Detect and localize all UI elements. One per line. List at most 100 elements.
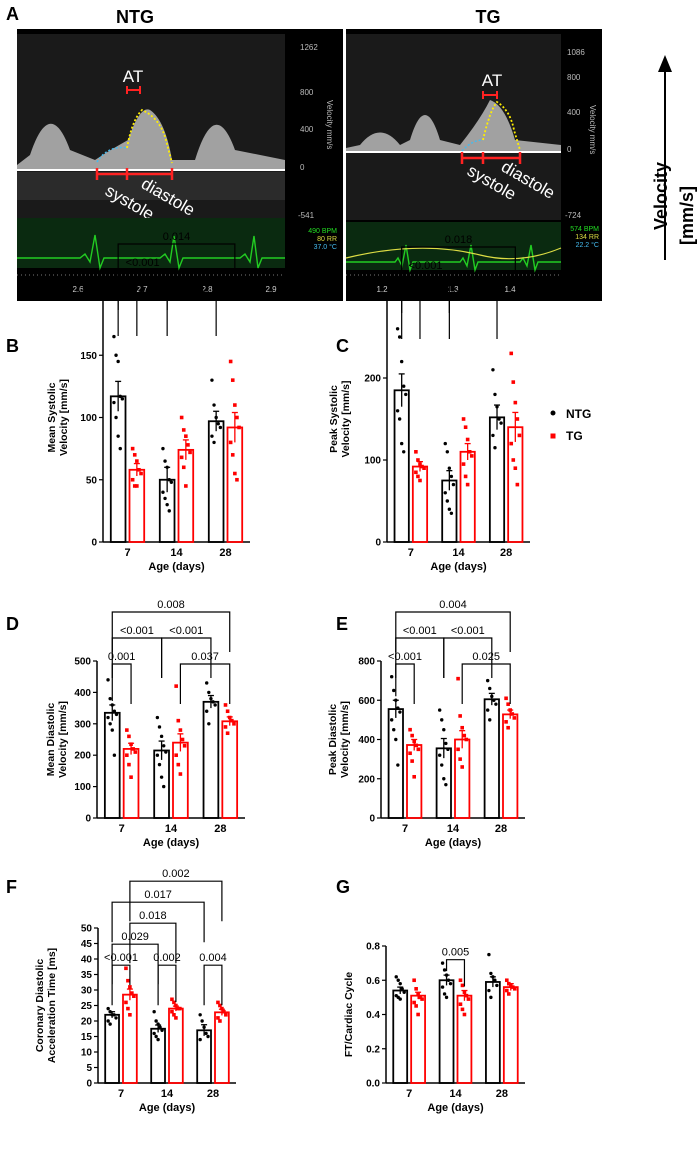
p-value-label: 0.001: [178, 283, 206, 295]
data-point-ntg: [211, 700, 215, 704]
significance-bracket: [203, 964, 223, 1006]
velocity-side-label-line2: [mm/s]: [677, 186, 697, 245]
data-point-ntg: [214, 415, 218, 420]
data-point-ntg: [207, 690, 211, 695]
data-point-tg: [464, 993, 469, 998]
data-point-ntg: [389, 675, 394, 679]
data-point-tg: [414, 1004, 418, 1008]
data-point-tg: [128, 985, 132, 989]
data-point-tg: [458, 978, 463, 983]
data-point-ntg: [443, 491, 447, 495]
data-point-tg: [416, 747, 421, 752]
x-axis-label: Age (days): [139, 1102, 196, 1114]
data-point-tg: [178, 728, 183, 732]
tg-time-ticks: 1.2 1.3 1.4: [376, 285, 516, 294]
ntg-below-baseline: [17, 172, 285, 200]
data-point-ntg: [114, 1016, 118, 1020]
y-tick-label: 40: [81, 955, 93, 966]
bar-ntg: [483, 698, 500, 819]
x-tick-label: 28: [214, 823, 226, 835]
panel-letter-a: A: [6, 4, 19, 24]
y-tick-label: 15: [81, 1032, 93, 1043]
data-point-ntg: [437, 753, 442, 757]
data-point-ntg: [162, 744, 166, 748]
y-tick-label: 35: [81, 970, 93, 981]
data-point-ntg: [152, 1010, 156, 1014]
data-point-tg: [218, 1003, 222, 1008]
data-point-tg: [460, 1007, 465, 1012]
data-point-ntg: [488, 686, 492, 691]
ntg-at-marker: [126, 86, 141, 94]
tg-readout-rr: 134 RR: [575, 234, 599, 241]
data-point-tg: [180, 737, 185, 742]
ntg-readout-temp: 37.0 °C: [314, 243, 337, 251]
ntg-velocity-envelope: [17, 109, 285, 170]
chart-mean-diastolic-velocity: 0 100 200 300 400 500 Mean Diastolic Velocity […: [45, 599, 245, 849]
data-point-tg: [174, 753, 178, 757]
data-point-tg: [467, 450, 472, 454]
y-tick-label: 0: [375, 538, 381, 549]
data-point-ntg: [493, 978, 497, 982]
data-point-tg: [228, 440, 233, 445]
data-point-ntg: [116, 434, 120, 438]
data-point-tg: [174, 684, 178, 688]
significance-bracket: [443, 637, 493, 678]
data-point-tg: [225, 731, 230, 736]
data-point-ntg: [157, 762, 162, 767]
data-point-tg: [504, 720, 508, 724]
y-tick-label: 0: [91, 538, 97, 549]
data-point-ntg: [161, 446, 165, 451]
y-axis-label: Velocity [mm/s]: [340, 380, 352, 457]
data-point-ntg: [156, 1022, 160, 1026]
significance-bracket: [117, 295, 138, 336]
x-axis-label: Age (days): [427, 1102, 484, 1114]
data-point-tg: [422, 466, 426, 470]
y-axis-label: Peak Diastolic: [327, 704, 339, 775]
data-point-ntg: [106, 715, 110, 720]
legend-tg-marker: [550, 433, 556, 439]
data-point-tg: [172, 1000, 176, 1005]
data-point-ntg: [394, 698, 398, 702]
data-point-tg: [172, 1013, 176, 1017]
ntg-at-label: AT: [123, 67, 143, 86]
data-point-tg: [130, 991, 134, 995]
data-point-tg: [125, 728, 129, 732]
data-point-ntg: [200, 1019, 204, 1023]
data-point-ntg: [493, 446, 497, 450]
ntg-readout-bpm: 490 BPM: [308, 228, 337, 235]
data-point-tg: [170, 1009, 174, 1014]
data-point-tg: [510, 985, 515, 989]
data-point-tg: [128, 1013, 132, 1017]
data-point-tg: [469, 454, 474, 458]
tg-velocity-tick: 400: [567, 108, 581, 117]
data-point-tg: [230, 378, 235, 382]
data-point-ntg: [396, 706, 400, 710]
data-point-tg: [223, 703, 228, 707]
ntg-velocity-axis-label: Velocity mm/s: [325, 100, 334, 149]
y-tick-label: 200: [80, 289, 97, 300]
data-point-ntg: [205, 709, 209, 713]
ntg-velocity-tick: -541: [298, 211, 315, 220]
data-point-ntg: [212, 403, 216, 407]
data-point-tg: [414, 743, 419, 748]
bar-ntg: [393, 389, 410, 543]
data-point-tg: [186, 443, 190, 447]
data-point-tg: [233, 403, 237, 407]
data-point-ntg: [112, 753, 117, 757]
data-point-ntg: [395, 327, 400, 331]
y-axis-label: Velocity [mm/s]: [339, 701, 351, 778]
data-point-tg: [416, 474, 420, 479]
data-point-tg: [176, 762, 181, 767]
bar-ntg: [104, 1013, 120, 1084]
data-point-tg: [408, 727, 412, 732]
data-point-tg: [132, 994, 136, 998]
x-tick-label: 7: [408, 547, 414, 559]
data-point-tg: [513, 466, 518, 470]
x-tick-label: 28: [496, 1088, 508, 1100]
y-tick-label: 0.0: [366, 1079, 380, 1090]
data-point-ntg: [116, 359, 120, 364]
data-point-tg: [410, 759, 414, 763]
panel-letter-b: B: [6, 336, 19, 356]
data-point-tg: [506, 992, 511, 996]
data-point-ntg: [402, 990, 406, 994]
